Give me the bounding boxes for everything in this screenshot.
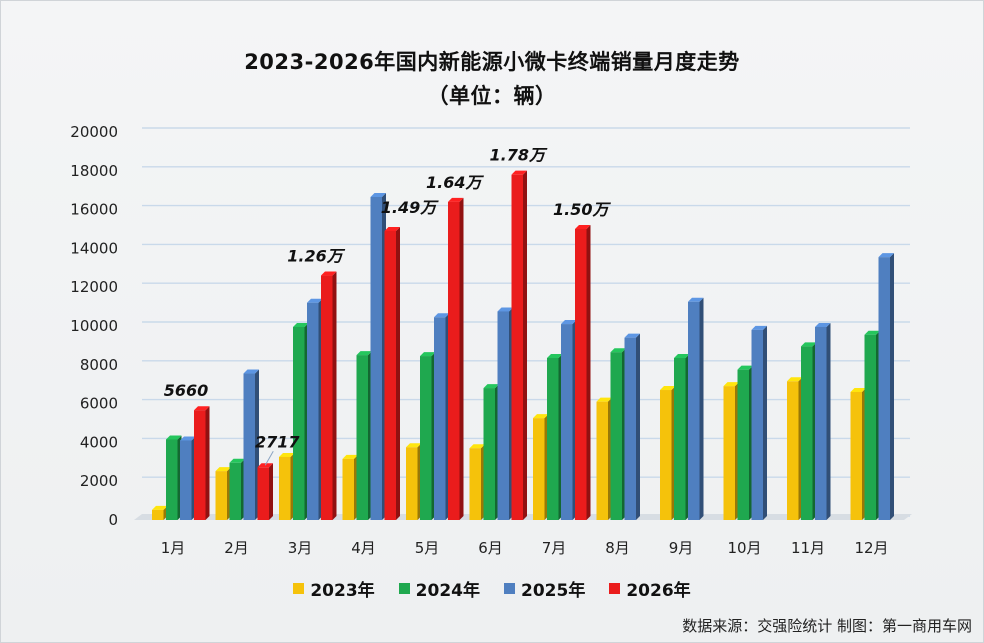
bar bbox=[434, 313, 450, 520]
bar bbox=[257, 463, 273, 520]
annotation-leader-line bbox=[264, 451, 274, 466]
x-tick-label: 11月 bbox=[791, 539, 825, 557]
bar bbox=[293, 322, 309, 520]
source-note: 数据来源：交强险统计 制图：第一商用车网 bbox=[682, 617, 972, 635]
x-tick-label: 1月 bbox=[161, 539, 186, 557]
y-tick-label: 14000 bbox=[70, 239, 118, 257]
bar bbox=[624, 333, 640, 520]
data-label: 1.64万 bbox=[426, 173, 484, 192]
y-tick-label: 2000 bbox=[80, 472, 118, 490]
y-tick-label: 8000 bbox=[80, 356, 118, 374]
bar bbox=[448, 197, 464, 520]
data-label: 5660 bbox=[164, 381, 209, 400]
bar bbox=[511, 170, 527, 520]
bar bbox=[406, 443, 422, 520]
annotations: 5660 2717 1.26万 1.49万 1.64万 1.78万 1.50万 bbox=[164, 146, 611, 466]
data-label: 1.26万 bbox=[287, 247, 345, 266]
y-tick-label: 12000 bbox=[70, 278, 118, 296]
y-tick-label: 10000 bbox=[70, 317, 118, 335]
y-axis-ticks: 0 2000 4000 6000 8000 10000 12000 14000 16000 180… bbox=[70, 123, 118, 529]
x-tick-label: 4月 bbox=[351, 539, 376, 557]
y-tick-label: 0 bbox=[108, 511, 118, 529]
chart-title: 2023-2026年国内新能源小微卡终端销量月度走势 bbox=[244, 50, 740, 74]
x-tick-label: 5月 bbox=[415, 539, 440, 557]
x-tick-label: 2月 bbox=[224, 539, 249, 557]
bar bbox=[420, 352, 436, 520]
bars bbox=[152, 170, 894, 521]
bar bbox=[737, 365, 753, 520]
bar bbox=[370, 192, 386, 521]
y-tick-label: 4000 bbox=[80, 433, 118, 451]
bar bbox=[229, 458, 245, 520]
bar bbox=[878, 253, 894, 520]
y-tick-label: 16000 bbox=[70, 201, 118, 219]
data-label: 2717 bbox=[255, 432, 300, 451]
bar bbox=[610, 348, 626, 520]
bar bbox=[547, 354, 563, 520]
data-label: 1.78万 bbox=[490, 146, 548, 165]
legend-item: 2023年 bbox=[293, 576, 375, 601]
y-tick-label: 18000 bbox=[70, 162, 118, 180]
x-tick-label: 6月 bbox=[478, 539, 503, 557]
bar bbox=[723, 382, 739, 520]
legend-swatch bbox=[609, 583, 621, 594]
bar bbox=[497, 307, 513, 520]
x-tick-label: 8月 bbox=[605, 539, 630, 557]
bar bbox=[469, 444, 485, 520]
x-tick-label: 9月 bbox=[669, 539, 694, 557]
x-tick-label: 10月 bbox=[727, 539, 761, 557]
legend-label: 2024年 bbox=[415, 581, 480, 601]
x-tick-label: 7月 bbox=[542, 539, 567, 557]
legend-item: 2026年 bbox=[609, 576, 691, 601]
data-label: 1.49万 bbox=[381, 198, 439, 217]
bar bbox=[152, 505, 168, 520]
y-tick-label: 20000 bbox=[70, 123, 118, 141]
bar bbox=[751, 325, 767, 520]
bar bbox=[194, 406, 210, 520]
bar bbox=[688, 297, 704, 520]
x-axis-ticks: 1月 2月 3月 4月 5月 6月 7月 8月 9月 10月 11月 12月 bbox=[161, 539, 889, 557]
bar bbox=[215, 467, 231, 520]
bar bbox=[850, 387, 866, 520]
bar bbox=[660, 386, 676, 520]
bar bbox=[864, 330, 880, 520]
legend-label: 2023年 bbox=[310, 581, 375, 601]
bar bbox=[483, 384, 499, 520]
legend-item: 2025年 bbox=[504, 576, 585, 601]
legend: 2023年 2024年 2025年 2026年 bbox=[0, 576, 984, 601]
y-tick-label: 6000 bbox=[80, 395, 118, 413]
legend-swatch bbox=[398, 583, 410, 594]
legend-item: 2024年 bbox=[398, 576, 480, 601]
x-tick-label: 3月 bbox=[288, 539, 313, 557]
bar bbox=[596, 397, 612, 520]
chart-subtitle: （单位：辆） bbox=[427, 84, 557, 108]
bar bbox=[166, 435, 182, 520]
bar bbox=[279, 452, 295, 520]
legend-swatch bbox=[293, 583, 305, 594]
legend-label: 2026年 bbox=[626, 581, 691, 601]
bar bbox=[342, 454, 358, 520]
bar bbox=[801, 342, 817, 520]
x-tick-label: 12月 bbox=[854, 539, 888, 557]
bar bbox=[384, 226, 400, 520]
legend-label: 2025年 bbox=[521, 581, 586, 601]
bar bbox=[356, 351, 372, 520]
bar bbox=[307, 298, 323, 520]
bar bbox=[561, 320, 577, 520]
bar bbox=[180, 436, 196, 520]
bar bbox=[815, 322, 831, 520]
bar bbox=[321, 271, 337, 520]
bar bbox=[533, 414, 549, 520]
data-label: 1.50万 bbox=[553, 200, 611, 219]
bar bbox=[575, 225, 591, 520]
bar bbox=[787, 377, 803, 520]
legend-swatch bbox=[504, 583, 515, 594]
bar bbox=[674, 354, 690, 520]
